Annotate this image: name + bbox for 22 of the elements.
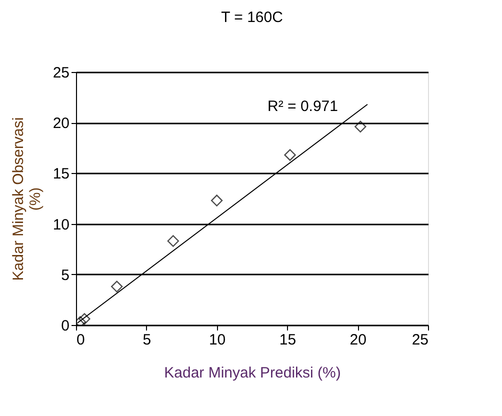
x-tick-label: 10: [208, 332, 226, 348]
y-tick-label: 10: [52, 216, 70, 234]
y-axis-title: Kadar Minyak Observasi (%): [10, 117, 44, 281]
y-tick-label: 15: [52, 166, 70, 183]
y-tick-label: 20: [52, 115, 70, 132]
annotation: R² = 0.971: [268, 98, 338, 115]
x-tick-label: 25: [412, 332, 428, 348]
x-axis-title: Kadar Minyak Prediksi (%): [164, 364, 341, 382]
y-tick-label: 25: [52, 64, 70, 82]
point: [110, 280, 123, 292]
y-tick-label: 5: [61, 266, 70, 284]
point: [78, 313, 90, 325]
point: [210, 194, 223, 206]
y-tick-label: 0: [61, 318, 70, 334]
point: [284, 149, 296, 161]
x-tick-label: 5: [142, 332, 152, 348]
point: [354, 120, 366, 132]
x-tick-label: 0: [76, 332, 85, 348]
chart-title: T = 160C: [221, 9, 284, 26]
point: [167, 235, 179, 247]
x-tick-label: 20: [350, 332, 366, 348]
x-tick-label: 15: [279, 332, 296, 348]
